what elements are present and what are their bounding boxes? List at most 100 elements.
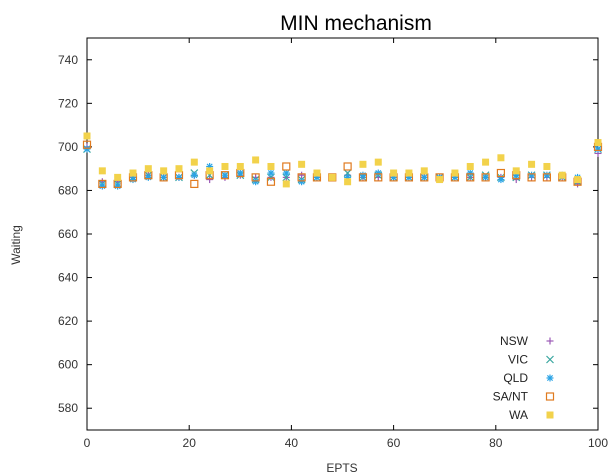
data-point-qld [543, 171, 551, 179]
legend-marker-sa-nt [545, 392, 555, 401]
data-point-sa-nt [358, 173, 368, 182]
data-point-qld [129, 176, 137, 184]
data-point-sa-nt [343, 162, 352, 171]
y-tick-label: 640 [58, 271, 78, 285]
data-point-wa [298, 160, 306, 168]
data-point-qld [482, 173, 490, 181]
data-point-qld [190, 171, 198, 179]
y-tick-label: 660 [58, 227, 78, 241]
data-point-wa [160, 167, 168, 175]
legend-marker-vic [546, 355, 554, 364]
data-point-qld [420, 173, 428, 181]
legend-label-vic: VIC [508, 353, 528, 367]
data-point-qld [594, 145, 602, 153]
data-point-wa [129, 169, 137, 177]
data-point-sa-nt [98, 179, 107, 189]
y-axis-label: Waiting [9, 225, 23, 265]
data-point-qld [160, 173, 168, 181]
data-point-sa-nt [251, 173, 260, 182]
data-point-wa [436, 176, 444, 184]
legend-label-wa: WA [509, 408, 528, 422]
data-point-qld [98, 182, 106, 190]
data-point-wa [328, 173, 336, 181]
x-tick-label: 80 [489, 436, 503, 450]
data-point-wa [267, 162, 275, 170]
data-point-qld [114, 182, 122, 190]
data-point-sa-nt [282, 162, 291, 171]
data-point-qld [374, 169, 382, 177]
data-point-sa-nt [481, 173, 490, 182]
data-point-qld [175, 173, 183, 181]
data-point-qld [267, 169, 275, 177]
data-point-qld [282, 169, 290, 177]
data-point-qld [144, 173, 152, 181]
data-point-qld [466, 169, 474, 177]
legend-marker-nsw [546, 337, 554, 345]
data-point-qld [497, 176, 505, 184]
data-point-wa [466, 162, 474, 170]
data-point-sa-nt [466, 173, 475, 182]
data-point-sa-nt [190, 179, 199, 189]
y-tick-label: 700 [58, 140, 78, 154]
data-point-wa [451, 169, 459, 177]
y-tick-label: 720 [58, 96, 78, 110]
data-point-wa [405, 169, 413, 177]
legend-marker-wa [546, 411, 554, 419]
x-tick-label: 100 [588, 436, 608, 450]
data-point-qld [221, 171, 229, 179]
data-point-wa [114, 173, 122, 181]
legend-label-qld: QLD [503, 371, 528, 385]
data-point-wa [558, 171, 566, 179]
data-point-wa [144, 165, 152, 173]
x-tick-label: 0 [84, 436, 91, 450]
data-point-sa-nt [82, 140, 92, 149]
data-point-wa [420, 167, 428, 175]
data-point-wa [390, 169, 398, 177]
x-axis-label: EPTS [326, 461, 357, 475]
data-point-wa [313, 169, 321, 177]
data-point-nsw [206, 176, 214, 184]
y-tick-label: 680 [58, 183, 78, 197]
data-point-wa [221, 162, 229, 170]
data-point-sa-nt [542, 173, 552, 182]
x-tick-label: 40 [285, 436, 299, 450]
y-tick-label: 580 [58, 401, 78, 415]
data-point-wa [83, 132, 91, 140]
data-point-qld [252, 178, 260, 186]
data-point-sa-nt [496, 168, 506, 178]
x-tick-label: 60 [387, 436, 401, 450]
data-point-qld [236, 169, 244, 177]
y-tick-label: 620 [58, 314, 78, 328]
data-point-wa [175, 165, 183, 173]
data-point-wa [190, 158, 198, 166]
data-point-wa [98, 167, 106, 175]
data-point-wa [482, 158, 490, 166]
data-point-sa-nt [527, 173, 536, 182]
data-point-qld [359, 171, 367, 179]
data-point-wa [344, 178, 352, 186]
chart-title: MIN mechanism [280, 12, 432, 35]
data-point-wa [374, 158, 382, 166]
axis-ticks: 580 600 620 640 660 680 700 720 740 0 20 40 60 80 100 [58, 38, 608, 450]
legend-label-sa-nt: SA/NT [493, 390, 529, 404]
data-point-wa [282, 180, 290, 188]
data-point-wa [543, 162, 551, 170]
data-point-sa-nt [220, 171, 230, 180]
y-tick-label: 600 [58, 358, 78, 372]
data-point-wa [497, 154, 505, 162]
data-point-wa [206, 167, 214, 175]
y-tick-label: 740 [58, 53, 78, 67]
data-point-qld [298, 178, 306, 186]
data-point-qld [83, 145, 91, 153]
data-points [82, 132, 603, 190]
data-point-nsw [298, 171, 306, 179]
legend: NSW VIC QLD SA/NT WA [493, 334, 555, 422]
data-point-wa [236, 162, 244, 170]
data-point-sa-nt [297, 173, 306, 182]
x-tick-label: 20 [183, 436, 197, 450]
legend-label-nsw: NSW [500, 334, 529, 348]
data-point-wa [594, 139, 602, 147]
data-point-qld [528, 171, 536, 179]
data-point-sa-nt [374, 173, 383, 182]
